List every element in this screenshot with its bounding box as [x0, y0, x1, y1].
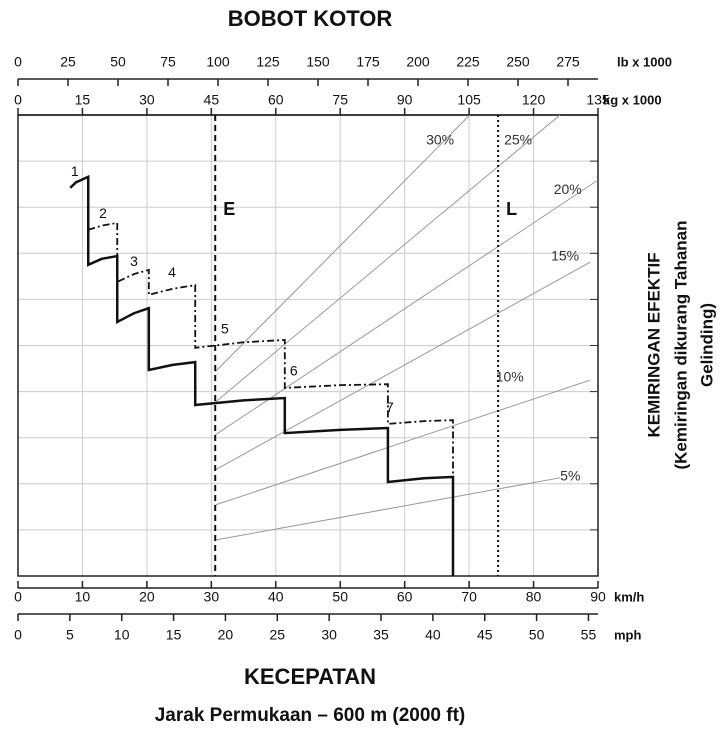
tick-label: 50 — [110, 54, 126, 70]
tick-label: 80 — [526, 589, 542, 605]
tick-label: 25 — [270, 627, 286, 643]
tick-label: 30 — [321, 627, 337, 643]
tick-label: 90 — [590, 589, 606, 605]
tick-label: 0 — [14, 589, 22, 605]
tick-label: 275 — [556, 54, 580, 70]
tick-label: 30 — [204, 589, 220, 605]
reference-label: L — [506, 199, 517, 219]
grade-label: 20% — [554, 181, 582, 197]
tick-label: 150 — [306, 54, 330, 70]
grade-label: 30% — [426, 132, 454, 148]
gear-label: 2 — [99, 205, 107, 221]
reference-label: E — [223, 199, 235, 219]
tick-label: 120 — [522, 92, 546, 108]
tick-label: 225 — [456, 54, 480, 70]
tick-label: 100 — [206, 54, 230, 70]
tick-label: 10 — [75, 589, 91, 605]
tick-label: 200 — [406, 54, 430, 70]
gear-label: 3 — [130, 253, 138, 269]
grade-line — [214, 179, 599, 436]
grade-line — [214, 114, 561, 403]
tick-label: 60 — [397, 589, 413, 605]
rimpull-curve — [69, 174, 455, 576]
grade-label: 25% — [504, 132, 532, 148]
grade-line — [214, 114, 471, 373]
tick-label: 45 — [477, 627, 493, 643]
tick-label: 105 — [457, 92, 481, 108]
gear-label: 1 — [71, 163, 79, 179]
tick-label: 20 — [139, 589, 155, 605]
chart-title: BOBOT KOTOR — [228, 6, 393, 31]
tick-label: 175 — [356, 54, 380, 70]
grade-line — [214, 261, 591, 471]
tick-label: 0 — [14, 627, 22, 643]
tick-label: 55 — [581, 627, 597, 643]
tick-label: 15 — [166, 627, 182, 643]
tick-label: 25 — [60, 54, 76, 70]
grade-label: 10% — [496, 368, 524, 384]
tick-label: 75 — [332, 92, 348, 108]
tick-label: 20 — [218, 627, 234, 643]
tick-label: 125 — [256, 54, 280, 70]
axis-unit: km/h — [614, 589, 644, 604]
subtitle: Jarak Permukaan – 600 m (2000 ft) — [155, 705, 466, 726]
gear-label: 6 — [290, 362, 298, 378]
tick-label: 60 — [268, 92, 284, 108]
tick-label: 50 — [332, 589, 348, 605]
tick-label: 70 — [461, 589, 477, 605]
gear-label: 5 — [221, 321, 229, 337]
tick-label: 135 — [586, 92, 610, 108]
tick-label: 35 — [373, 627, 389, 643]
tick-label: 45 — [204, 92, 220, 108]
tick-label: 250 — [506, 54, 530, 70]
x-axis-title: KECEPATAN — [244, 664, 376, 689]
y-axis-title: KEMIRINGAN EFEKTIF — [644, 252, 663, 437]
tick-label: 75 — [160, 54, 176, 70]
tick-label: 10 — [114, 627, 130, 643]
grade-line — [215, 477, 561, 541]
tick-label: 15 — [75, 92, 91, 108]
gear-label: 4 — [168, 264, 176, 280]
tick-label: 0 — [14, 54, 22, 70]
rimpull-curve — [87, 221, 454, 477]
tick-label: 50 — [529, 627, 545, 643]
axis-unit: mph — [614, 627, 642, 642]
axis-unit: lb x 1000 — [617, 54, 672, 69]
tick-label: 90 — [397, 92, 413, 108]
y-axis-title: Gelinding) — [697, 303, 716, 387]
grade-line — [215, 379, 591, 506]
tick-label: 40 — [268, 589, 284, 605]
axis-unit: kg x 1000 — [603, 92, 662, 107]
gear-label: 7 — [386, 399, 394, 415]
grade-label: 5% — [560, 468, 580, 484]
tick-label: 30 — [139, 92, 155, 108]
tick-label: 40 — [425, 627, 441, 643]
tick-label: 0 — [14, 92, 22, 108]
y-axis-title: (Kemiringan dikurang Tahanan — [671, 220, 690, 469]
tick-label: 5 — [66, 627, 74, 643]
grade-label: 15% — [551, 248, 579, 264]
